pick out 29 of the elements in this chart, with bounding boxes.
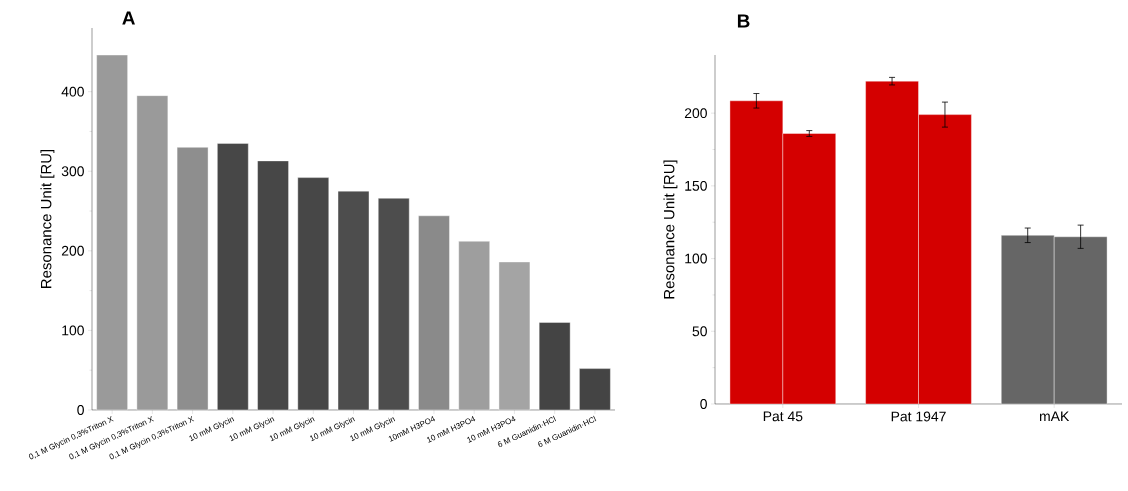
y-tick-label: 200: [61, 245, 84, 256]
bar: [538, 322, 571, 411]
y-axis-title: Resonance Unit [RU]: [40, 149, 55, 288]
y-tick-label: 100: [685, 253, 707, 264]
y-tick-label: 50: [692, 326, 707, 337]
bar: [297, 177, 329, 411]
bar: [257, 160, 289, 411]
bar: [378, 198, 410, 411]
y-tick-label: 400: [61, 86, 84, 97]
chart-title: B: [737, 14, 750, 28]
y-tick-label: 0: [77, 405, 84, 415]
y-tick-label: 100: [62, 325, 84, 336]
bar: [498, 261, 531, 411]
bar: [96, 54, 128, 411]
x-tick-label: Pat 1947: [891, 411, 946, 422]
y-tick-label: 200: [684, 108, 707, 119]
y-tick-label: 300: [61, 166, 84, 177]
y-tick-label: 150: [685, 180, 707, 191]
bar: [458, 241, 490, 411]
bar: [176, 147, 209, 411]
chart-title: A: [122, 11, 135, 25]
bar: [337, 190, 370, 411]
bar: [217, 143, 249, 411]
x-tick-label: Pat 45: [763, 411, 803, 422]
y-axis-title: Resonance Unit [RU]: [663, 160, 678, 299]
x-tick-label: mAK: [1039, 411, 1070, 422]
bar: [579, 368, 611, 411]
bar: [136, 95, 169, 411]
y-tick-label: 0: [700, 399, 707, 409]
